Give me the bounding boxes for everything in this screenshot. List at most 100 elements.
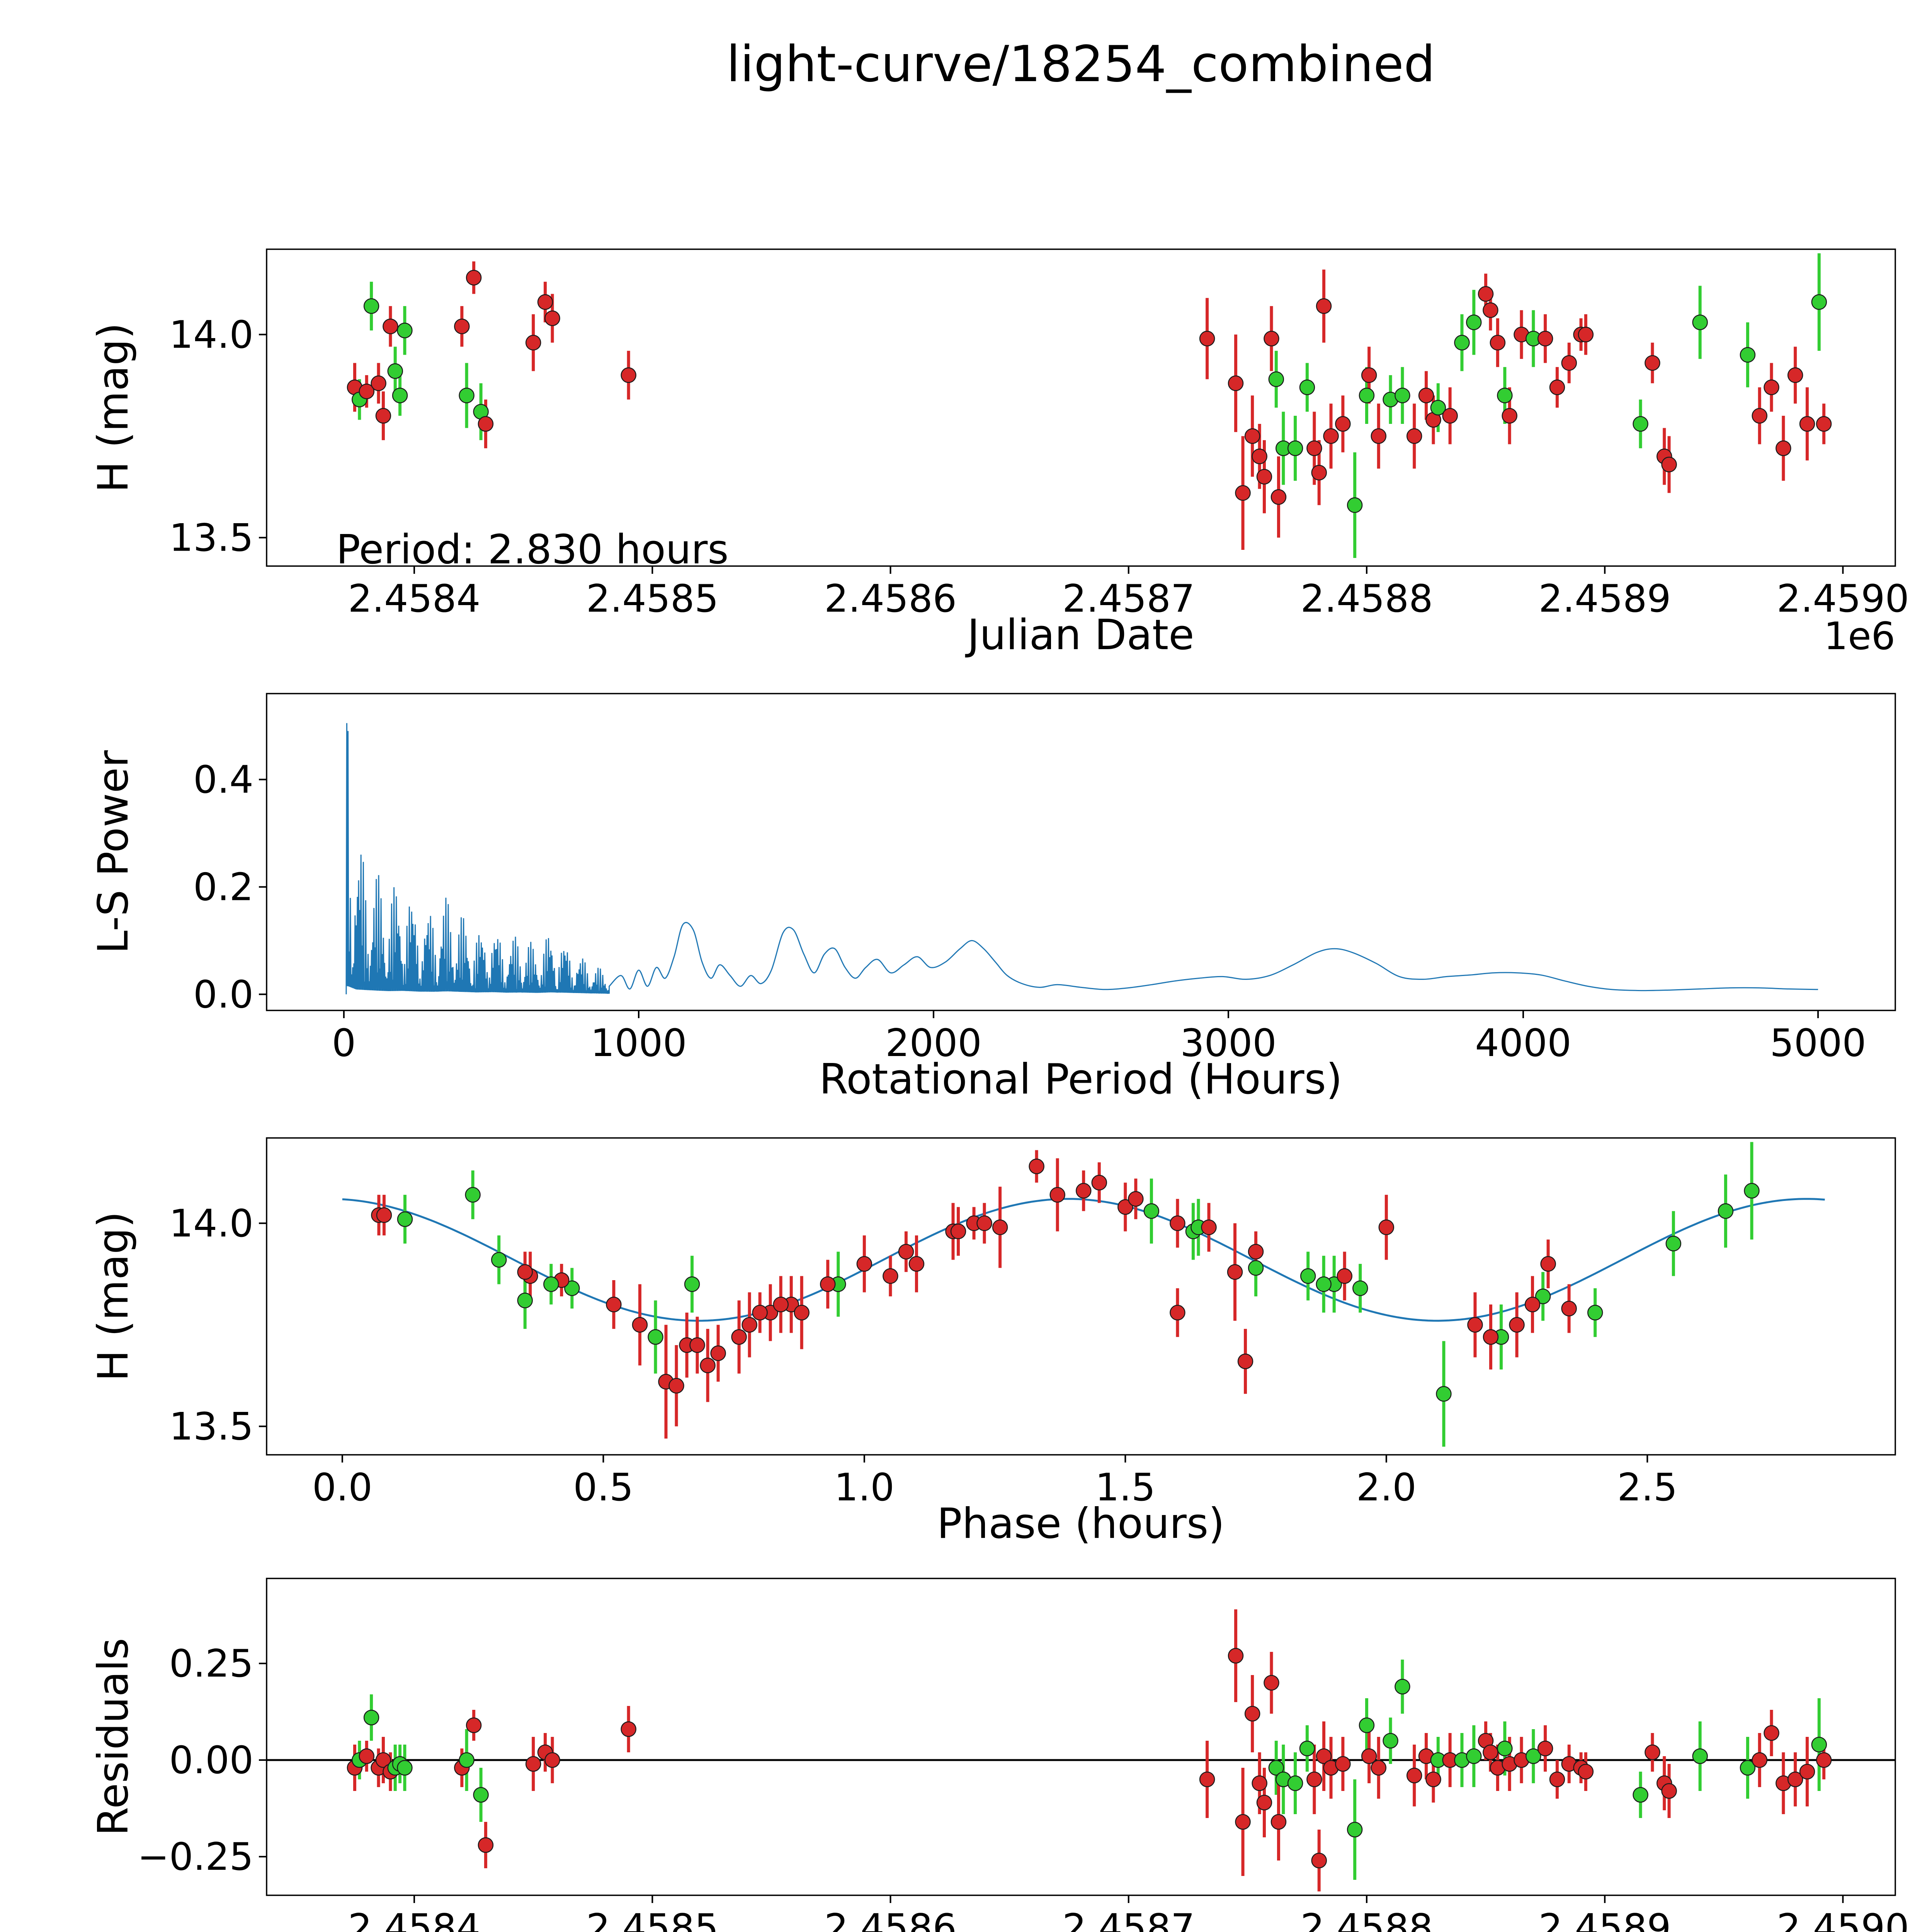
x-tick-label: 2.4589 — [1539, 1906, 1671, 1932]
data-point — [383, 318, 398, 334]
data-point — [371, 375, 386, 391]
y-tick-label: 14.0 — [169, 313, 253, 357]
data-point — [1442, 408, 1458, 424]
data-point — [375, 1752, 391, 1768]
y-tick-label: 13.5 — [169, 516, 253, 560]
data-point — [478, 416, 494, 432]
data-point — [397, 1760, 413, 1776]
data-point — [1811, 1736, 1827, 1753]
data-point — [668, 1378, 684, 1394]
data-point — [1248, 1260, 1264, 1276]
data-point — [1665, 1236, 1682, 1252]
x-tick-label: 1000 — [590, 1021, 687, 1065]
data-point — [1692, 314, 1708, 330]
data-point — [1270, 489, 1287, 505]
period-annotation: Period: 2.830 hours — [336, 526, 729, 573]
lightcurve-offset-label: 1e6 — [1824, 614, 1895, 658]
data-point — [544, 1752, 560, 1768]
x-tick-label: 2.0 — [1356, 1466, 1417, 1510]
data-point — [1799, 416, 1815, 432]
x-tick-label: 2.4586 — [824, 577, 957, 621]
x-tick-label: 2.4587 — [1062, 1906, 1195, 1932]
data-point — [689, 1337, 705, 1353]
data-point — [1645, 355, 1660, 371]
data-point — [397, 323, 413, 338]
x-tick-label: 4000 — [1475, 1021, 1571, 1065]
data-point — [1497, 388, 1513, 403]
phased-x-label: Phase (hours) — [937, 1500, 1225, 1548]
data-point — [1347, 1821, 1363, 1838]
data-point — [1378, 1219, 1395, 1235]
x-tick-label: 2.4590 — [1777, 577, 1909, 621]
x-tick-label: 2.4585 — [586, 577, 719, 621]
data-point — [1718, 1203, 1734, 1219]
data-point — [459, 388, 474, 403]
phased-points — [371, 1142, 1760, 1447]
data-point — [710, 1345, 726, 1361]
residual-points — [347, 1609, 1832, 1891]
data-point — [1128, 1191, 1144, 1207]
data-point — [1252, 448, 1267, 464]
data-point — [543, 1276, 559, 1292]
data-point — [1478, 286, 1494, 302]
data-point — [898, 1244, 914, 1260]
data-point — [1264, 331, 1279, 347]
data-point — [1740, 1760, 1756, 1776]
data-point — [648, 1329, 663, 1345]
lightcurve-x-label: Julian Date — [965, 611, 1194, 659]
data-point — [1395, 388, 1410, 403]
data-point — [1264, 1675, 1279, 1691]
x-tick-label: 0.0 — [312, 1466, 372, 1510]
data-point — [397, 1211, 413, 1227]
data-point — [375, 408, 391, 424]
x-tick-label: 0 — [332, 1021, 356, 1065]
data-point — [525, 1756, 541, 1772]
data-point — [1752, 1752, 1767, 1768]
y-tick-label: 0.25 — [169, 1642, 253, 1686]
data-point — [1497, 1740, 1513, 1757]
y-tick-label: 0.00 — [169, 1738, 253, 1782]
x-tick-label: 0.5 — [573, 1466, 633, 1510]
data-point — [1268, 371, 1284, 387]
data-point — [1311, 1852, 1327, 1869]
data-point — [1799, 1764, 1815, 1780]
data-point — [1776, 440, 1791, 456]
periodogram-x-label: Rotational Period (Hours) — [819, 1055, 1342, 1104]
data-point — [376, 1207, 392, 1223]
y-tick-label: 0.2 — [193, 865, 253, 909]
data-point — [1561, 355, 1577, 371]
data-point — [359, 383, 375, 400]
data-point — [1337, 1268, 1352, 1284]
data-point — [1430, 400, 1446, 416]
data-point — [1306, 1771, 1322, 1787]
data-point — [883, 1268, 898, 1284]
data-point — [1270, 1814, 1287, 1830]
data-point — [1199, 331, 1215, 347]
data-point — [1029, 1158, 1044, 1174]
x-tick-label: 2.4590 — [1777, 1906, 1909, 1932]
data-point — [544, 310, 560, 326]
data-point — [1268, 1760, 1284, 1776]
x-tick-label: 2.5 — [1617, 1466, 1677, 1510]
data-point — [517, 1293, 533, 1308]
data-point — [1490, 335, 1506, 351]
data-point — [1201, 1219, 1217, 1235]
data-point — [1299, 379, 1315, 395]
data-point — [359, 1748, 375, 1764]
data-point — [632, 1317, 648, 1333]
data-point — [1466, 1748, 1482, 1764]
data-point — [976, 1215, 992, 1231]
data-point — [1143, 1203, 1160, 1219]
data-point — [1661, 456, 1677, 473]
data-point — [1237, 1353, 1253, 1369]
data-point — [950, 1223, 966, 1240]
data-point — [525, 335, 541, 351]
phased-y-label: H (mag) — [89, 1211, 138, 1381]
axes-frame — [266, 693, 1896, 1011]
x-tick-label: 2000 — [885, 1021, 981, 1065]
data-point — [1199, 1771, 1215, 1787]
data-point — [1436, 1386, 1452, 1402]
data-point — [1170, 1304, 1185, 1321]
fit-curve — [342, 1198, 1825, 1322]
